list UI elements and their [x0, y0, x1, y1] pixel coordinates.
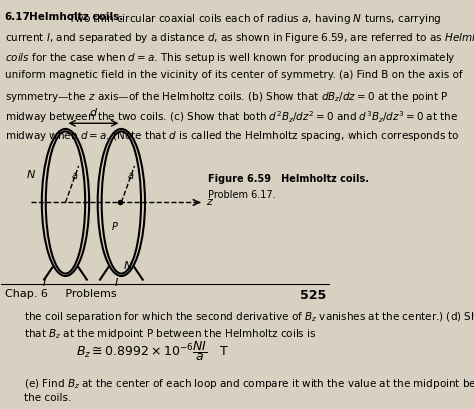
- Text: symmetry—the $z$ axis—of the Helmholtz coils. (b) Show that $dB_z/dz = 0$ at the: symmetry—the $z$ axis—of the Helmholtz c…: [5, 90, 448, 103]
- Text: $N$: $N$: [123, 259, 133, 272]
- Text: $a$: $a$: [71, 171, 78, 181]
- Text: Two thin circular coaxial coils each of radius $a$, having $N$ turns, carrying: Two thin circular coaxial coils each of …: [65, 11, 441, 25]
- Text: Figure 6.59   Helmholtz coils.: Figure 6.59 Helmholtz coils.: [209, 174, 369, 184]
- Text: $coils$ for the case when $d = a$. This setup is well known for producing an app: $coils$ for the case when $d = a$. This …: [5, 51, 456, 65]
- Text: $N$: $N$: [26, 168, 36, 180]
- Text: the coils.: the coils.: [24, 393, 72, 403]
- Text: that $B_z$ at the midpoint P between the Helmholtz coils is: that $B_z$ at the midpoint P between the…: [24, 327, 317, 341]
- Text: $z$: $z$: [206, 198, 214, 207]
- Text: $a$: $a$: [127, 171, 134, 181]
- Text: the coil separation for which the second derivative of $B_z$ vanishes at the cen: the coil separation for which the second…: [24, 310, 474, 324]
- Text: $B_z \cong 0.8992 \times 10^{-6}\dfrac{NI}{a}$   T: $B_z \cong 0.8992 \times 10^{-6}\dfrac{N…: [76, 339, 229, 363]
- Text: midway between the two coils. (c) Show that both $d^2B_z/dz^2 = 0$ and $d^3B_z/d: midway between the two coils. (c) Show t…: [5, 109, 458, 125]
- Text: $I$: $I$: [114, 276, 119, 288]
- Text: Chap. 6     Problems: Chap. 6 Problems: [5, 289, 116, 299]
- Text: 525: 525: [301, 289, 327, 302]
- Text: Helmholtz coils.: Helmholtz coils.: [29, 11, 124, 22]
- Text: current $I$, and separated by a distance $d$, as shown in Figure 6.59, are refer: current $I$, and separated by a distance…: [5, 31, 474, 45]
- Text: $I$: $I$: [42, 276, 46, 288]
- Text: 6.17: 6.17: [5, 11, 30, 22]
- Text: uniform magnetic field in the vicinity of its center of symmetry. (a) Find B on : uniform magnetic field in the vicinity o…: [5, 70, 462, 80]
- Text: $P$: $P$: [111, 220, 119, 231]
- Text: (e) Find $B_z$ at the center of each loop and compare it with the value at the m: (e) Find $B_z$ at the center of each loo…: [24, 377, 474, 391]
- Text: midway when $d = a$. (Note that $d$ is called the Helmholtz spacing, which corre: midway when $d = a$. (Note that $d$ is c…: [5, 128, 459, 142]
- Text: Problem 6.17.: Problem 6.17.: [209, 190, 276, 200]
- Text: $d$: $d$: [89, 106, 98, 118]
